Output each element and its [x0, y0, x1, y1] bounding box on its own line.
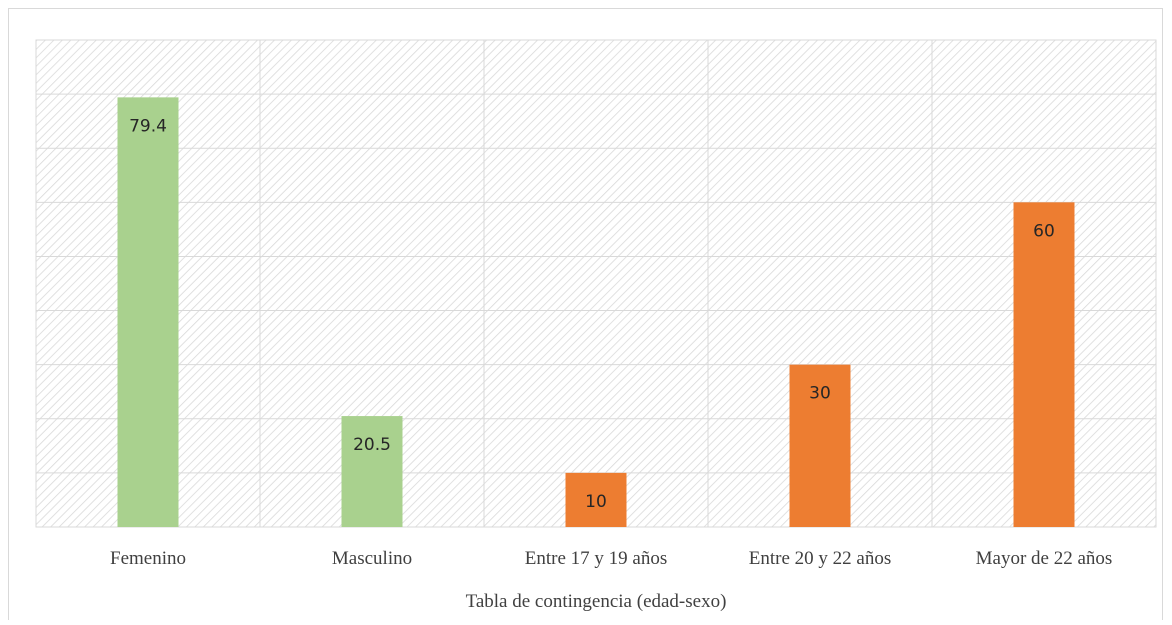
data-label-1: 79.4 — [129, 116, 167, 136]
x-tick-label-1: Femenino — [110, 548, 186, 569]
bar-3 — [565, 472, 627, 527]
gridlines — [36, 40, 1156, 527]
x-tick-label-4: Entre 20 y 22 años — [749, 548, 891, 569]
bar-4 — [789, 364, 851, 527]
x-tick-label-5: Mayor de 22 años — [976, 548, 1113, 569]
x-tick-label-2: Masculino — [332, 548, 412, 569]
bar-2 — [341, 416, 403, 527]
data-label-3: 10 — [585, 492, 607, 512]
x-axis-title: Tabla de contingencia (edad-sexo) — [466, 591, 727, 612]
x-axis-tick-labels: Femenino Masculino Entre 17 y 19 años Entre… — [110, 548, 1112, 569]
chart-border — [8, 8, 1163, 625]
data-labels: 79.4 20.5 10 30 60 — [129, 116, 1055, 512]
data-label-2: 20.5 — [353, 435, 391, 455]
bar-5 — [1013, 202, 1075, 528]
data-label-4: 30 — [809, 384, 831, 404]
x-tick-label-3: Entre 17 y 19 años — [525, 548, 667, 569]
bars — [117, 97, 1075, 528]
data-label-5: 60 — [1033, 221, 1055, 241]
plot-area — [35, 39, 1157, 528]
bar-1 — [117, 97, 179, 527]
